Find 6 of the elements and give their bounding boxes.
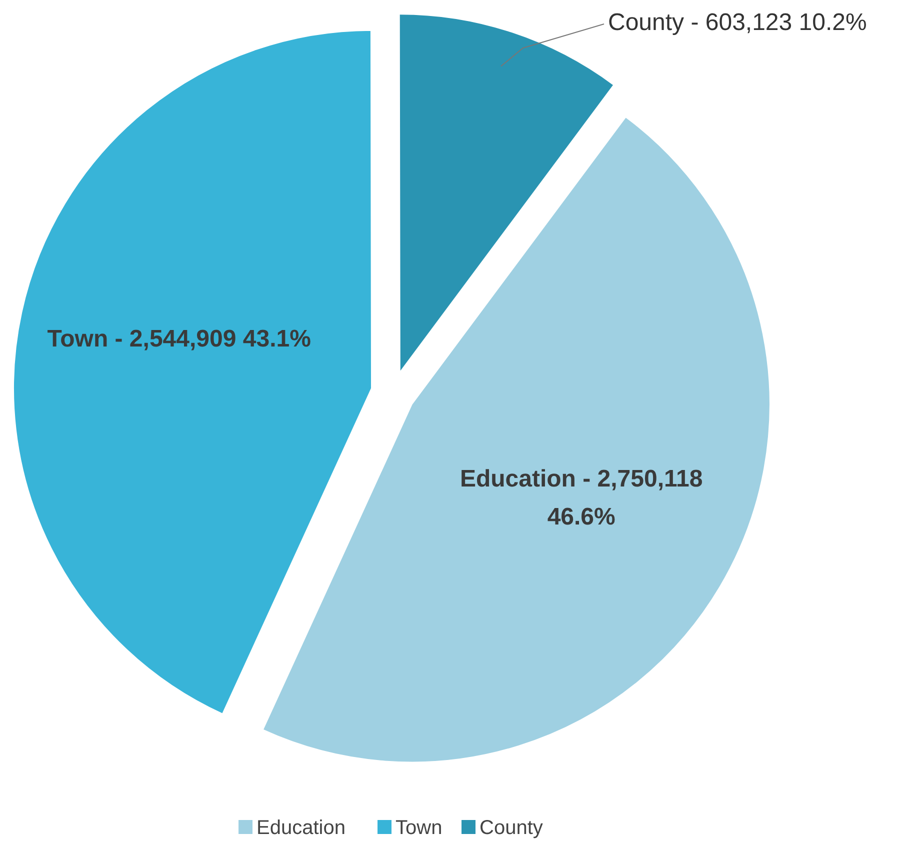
legend-label: Education bbox=[256, 817, 346, 839]
data-label: Education - 2,750,118 46.6% bbox=[460, 466, 703, 531]
legend-label: County bbox=[480, 817, 543, 839]
data-label: County - 603,123 10.2% bbox=[608, 9, 867, 36]
legend-label: Town bbox=[396, 817, 442, 839]
data-label: Town - 2,544,909 43.1% bbox=[47, 326, 311, 353]
